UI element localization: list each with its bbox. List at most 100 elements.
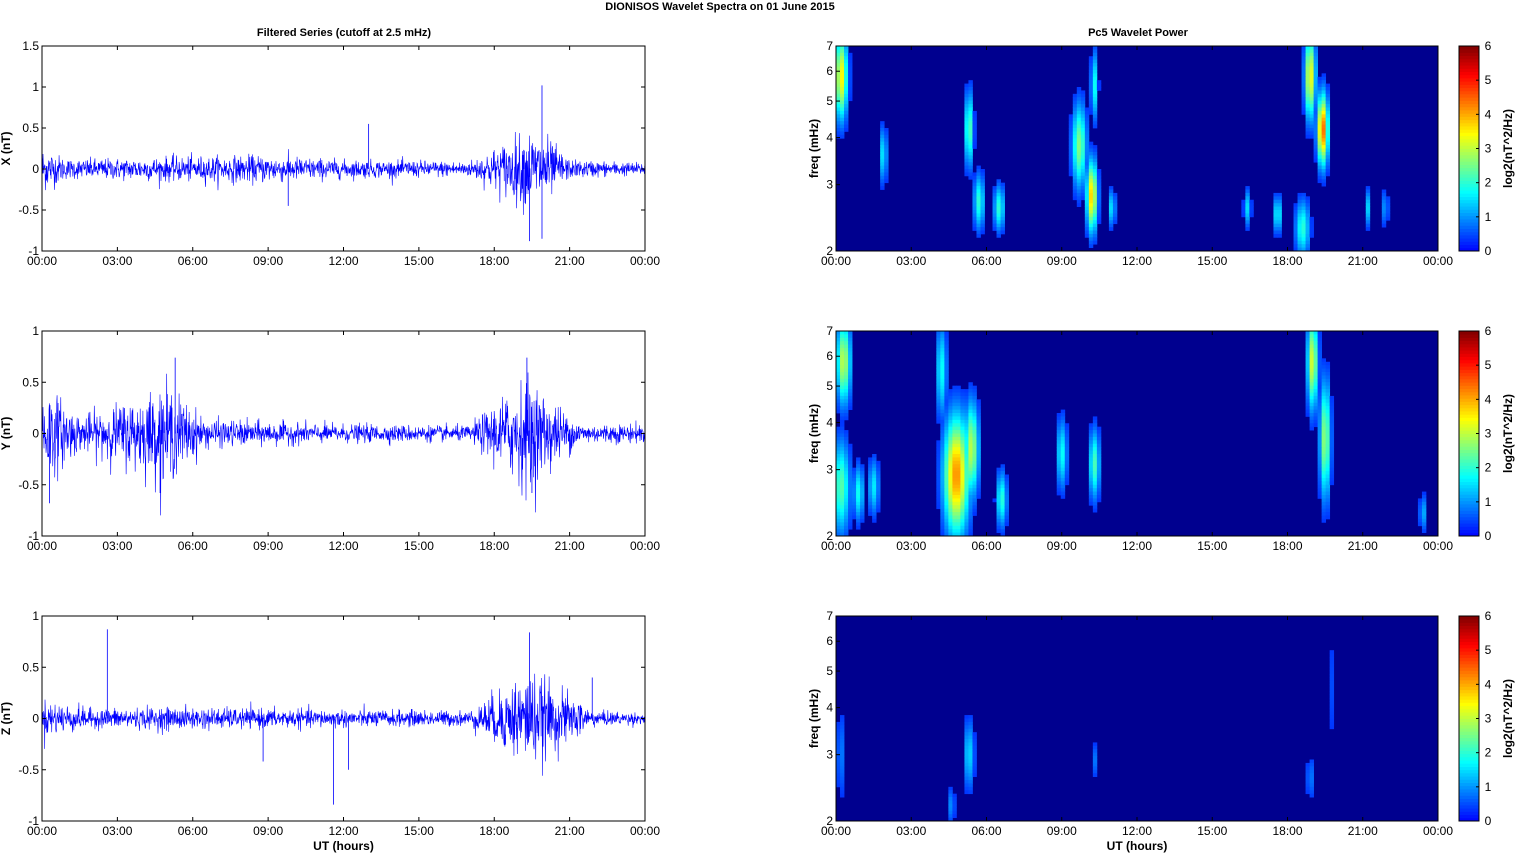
heatmap-cell bbox=[1088, 104, 1094, 108]
heatmap-cell bbox=[972, 474, 977, 479]
heatmap-cell bbox=[968, 83, 973, 88]
heatmap-cell bbox=[940, 481, 945, 486]
heatmap-cell bbox=[1072, 175, 1078, 180]
heatmap-cell bbox=[844, 49, 849, 54]
heatmap-cell bbox=[1056, 454, 1062, 458]
heatmap-cell bbox=[1305, 375, 1310, 380]
heatmap-cell bbox=[1309, 90, 1314, 95]
heatmap-cell bbox=[1321, 107, 1327, 112]
heatmap-cell bbox=[976, 233, 981, 238]
heatmap-cell bbox=[1000, 495, 1005, 499]
heatmap-cell bbox=[840, 780, 845, 784]
heatmap-cell bbox=[972, 172, 977, 177]
heatmap-cell bbox=[836, 433, 841, 438]
colorbar-segment bbox=[1459, 497, 1479, 502]
heatmap-cell bbox=[836, 114, 841, 119]
heatmap-cell bbox=[1325, 361, 1331, 366]
heatmap-cell bbox=[1076, 128, 1082, 132]
heatmap-cell bbox=[1249, 199, 1254, 204]
heatmap-cell bbox=[1385, 206, 1391, 211]
heatmap-cell bbox=[960, 512, 965, 516]
colorbar-segment bbox=[1459, 772, 1479, 777]
heatmap-cell bbox=[848, 87, 853, 91]
heatmap-cell bbox=[1305, 114, 1310, 119]
heatmap-cell bbox=[836, 110, 841, 115]
heatmap-cell bbox=[972, 742, 977, 747]
heatmap-cell bbox=[940, 337, 945, 342]
colorbar-segment bbox=[1459, 414, 1479, 418]
y-tick-label: 5 bbox=[826, 379, 833, 393]
heatmap-cell bbox=[956, 389, 961, 393]
heatmap-cell bbox=[1309, 426, 1314, 431]
heatmap-cell bbox=[944, 454, 949, 458]
heatmap-cell bbox=[844, 83, 849, 88]
heatmap-cell bbox=[1417, 501, 1423, 506]
heatmap-cell bbox=[852, 471, 857, 475]
heatmap-cell bbox=[968, 786, 973, 791]
colorbar-segment bbox=[1459, 145, 1479, 149]
heatmap-cell bbox=[952, 814, 957, 818]
x-tick-label: 12:00 bbox=[328, 824, 358, 838]
heatmap-cell bbox=[836, 76, 841, 81]
heatmap-cell bbox=[1317, 145, 1323, 149]
heatmap-cell bbox=[1084, 158, 1090, 163]
heatmap-cell bbox=[852, 484, 857, 489]
heatmap-cell bbox=[936, 409, 941, 414]
heatmap-cell bbox=[840, 756, 845, 760]
heatmap-cell bbox=[1092, 481, 1098, 486]
x-tick-label: 21:00 bbox=[1348, 824, 1378, 838]
x-tick-label: 15:00 bbox=[404, 539, 434, 553]
colorbar-segment bbox=[1459, 427, 1479, 431]
heatmap-cell bbox=[1084, 233, 1090, 238]
heatmap-cell bbox=[1112, 203, 1118, 207]
heatmap-cell bbox=[1060, 433, 1066, 438]
heatmap-cell bbox=[836, 443, 841, 448]
heatmap-cell bbox=[956, 498, 961, 503]
heatmap-cell bbox=[1313, 423, 1318, 428]
heatmap-cell bbox=[968, 759, 973, 764]
heatmap-cell bbox=[1092, 172, 1098, 177]
heatmap-cell bbox=[1329, 684, 1335, 689]
heatmap-cell bbox=[1321, 93, 1327, 98]
heatmap-cell bbox=[1305, 210, 1310, 214]
heatmap-cell bbox=[968, 165, 973, 170]
heatmap-cell bbox=[1309, 52, 1314, 57]
heatmap-cell bbox=[1092, 83, 1098, 88]
heatmap-cell bbox=[972, 773, 977, 777]
heatmap-cell bbox=[1277, 210, 1282, 214]
colorbar-segment bbox=[1459, 135, 1479, 140]
heatmap-cell bbox=[1325, 145, 1331, 149]
heatmap-cell bbox=[968, 392, 973, 397]
heatmap-cell bbox=[1004, 498, 1009, 503]
heatmap-cell bbox=[1305, 80, 1310, 84]
heatmap-cell bbox=[1088, 474, 1094, 479]
heatmap-cell bbox=[976, 426, 981, 431]
heatmap-cell bbox=[1313, 59, 1318, 64]
x-tick-label: 12:00 bbox=[328, 254, 358, 268]
heatmap-cell bbox=[1325, 375, 1331, 380]
heatmap-cell bbox=[1096, 216, 1102, 221]
heatmap-cell bbox=[836, 80, 841, 84]
heatmap-cell bbox=[1313, 358, 1318, 363]
heatmap-cell bbox=[1421, 495, 1427, 499]
heatmap-cell bbox=[1417, 518, 1423, 523]
colorbar-segment bbox=[1459, 443, 1479, 447]
heatmap-cell bbox=[968, 488, 973, 492]
heatmap-cell bbox=[1329, 674, 1335, 678]
heatmap-cell bbox=[1313, 145, 1318, 149]
heatmap-cell bbox=[1305, 110, 1310, 115]
heatmap-cell bbox=[1305, 365, 1310, 369]
heatmap-cell bbox=[944, 351, 949, 356]
heatmap-cell bbox=[968, 474, 973, 479]
heatmap-cell bbox=[1317, 361, 1323, 366]
colorbar-segment bbox=[1459, 503, 1479, 508]
heatmap-cell bbox=[1076, 117, 1082, 122]
colorbar-tick-label: 1 bbox=[1485, 210, 1492, 224]
heatmap-cell bbox=[840, 450, 845, 455]
heatmap-cell bbox=[1321, 518, 1327, 523]
x-tick-label: 00:00 bbox=[1423, 824, 1453, 838]
heatmap-cell bbox=[844, 416, 849, 421]
heatmap-cell bbox=[844, 484, 849, 489]
heatmap-cell bbox=[964, 769, 969, 774]
